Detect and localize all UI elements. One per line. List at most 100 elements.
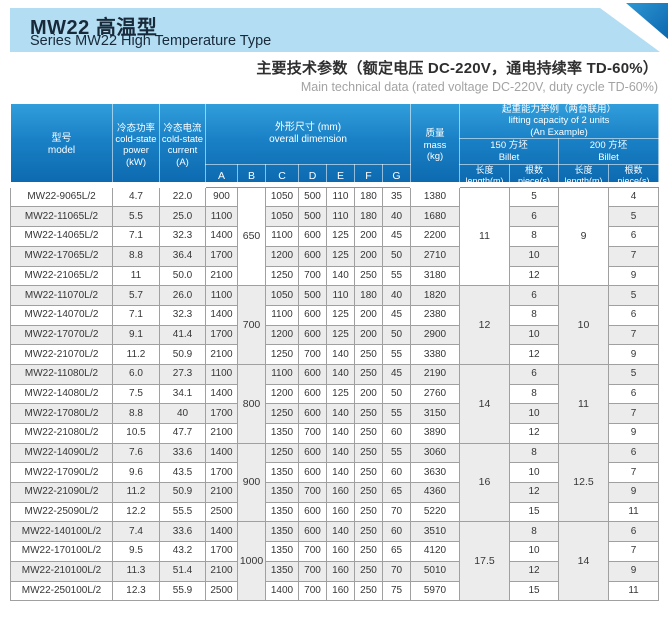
col-header-pieces-150: 根数 piece(s) [509, 164, 559, 188]
cell-dim-d: 600 [298, 442, 327, 464]
cell-dim-g: 55 [382, 403, 411, 425]
cell-model: MW22-14080L/2 [10, 383, 113, 405]
cell-dim-f: 250 [354, 363, 383, 385]
cell-dim-e: 160 [326, 541, 355, 562]
cell-pieces-150: 5 [509, 186, 559, 208]
cell-mass: 3150 [410, 403, 460, 425]
cell-dim-e: 140 [326, 265, 355, 287]
cell-model: MW22-14065L/2 [10, 226, 113, 247]
cell-model: MW22-21070L/2 [10, 344, 113, 365]
cell-power: 7.4 [112, 521, 160, 543]
cell-dim-e: 125 [326, 226, 355, 247]
cell-dim-e: 125 [326, 383, 355, 405]
cell-mass: 5220 [410, 501, 460, 523]
col-header-billet-200: 200 方坯 Billet [557, 138, 660, 166]
cell-current: 50.0 [159, 265, 206, 287]
cell-dim-d: 700 [298, 265, 327, 287]
cell-pieces-150: 8 [509, 383, 559, 405]
cell-dim-g: 50 [382, 324, 411, 346]
cell-dim-e: 110 [326, 206, 355, 228]
cell-length-150-merged: 14 [459, 363, 510, 444]
cell-pieces-200: 5 [607, 363, 660, 385]
cell-mass: 3510 [410, 521, 460, 543]
cell-mass: 2200 [410, 226, 460, 247]
cell-dim-d: 700 [298, 423, 327, 444]
cell-dim-c: 1400 [265, 580, 299, 602]
col-header-length-150: 长度 length(m) [459, 164, 510, 188]
cell-dim-g: 45 [382, 226, 411, 247]
cell-current: 55.5 [159, 501, 206, 523]
cell-dim-e: 125 [326, 304, 355, 326]
cell-model: MW22-14090L/2 [10, 442, 113, 464]
cell-power: 9.1 [112, 324, 160, 346]
col-header-dimensions: 外形尺寸 (mm) overall dimension [205, 102, 411, 166]
cell-model: MW22-25090L/2 [10, 501, 113, 523]
cell-dim-f: 250 [354, 580, 383, 602]
cell-dim-f: 250 [354, 501, 383, 523]
cell-dim-d: 600 [298, 521, 327, 543]
cell-dim-b-merged: 900 [237, 442, 266, 523]
cell-dim-g: 65 [382, 482, 411, 503]
cell-pieces-150: 6 [509, 206, 559, 228]
cell-pieces-200: 9 [607, 265, 660, 287]
cell-dim-g: 40 [382, 285, 411, 306]
cell-dim-e: 160 [326, 501, 355, 523]
series-banner: MW22 高温型 Series MW22 High Temperature Ty… [10, 8, 660, 52]
cell-current: 47.7 [159, 423, 206, 444]
cell-dim-g: 70 [382, 560, 411, 582]
col-header-dim-g: G [382, 164, 411, 188]
cell-dim-e: 140 [326, 462, 355, 484]
cell-dim-f: 250 [354, 541, 383, 562]
table-row: MW22-14070L/2 7.1 32.3 1400 1100 600 125 200 45 2… [10, 304, 660, 326]
cell-mass: 5970 [410, 580, 460, 602]
cell-mass: 3060 [410, 442, 460, 464]
table-row: MW22-21080L/2 10.5 47.7 2100 1350 700 140 250 60… [10, 423, 660, 444]
cell-mass: 2380 [410, 304, 460, 326]
cell-mass: 2760 [410, 383, 460, 405]
cell-dim-f: 250 [354, 462, 383, 484]
cell-power: 7.6 [112, 442, 160, 464]
cell-dim-b-merged: 800 [237, 363, 266, 444]
cell-dim-f: 250 [354, 423, 383, 444]
cell-model: MW22-17070L/2 [10, 324, 113, 346]
cell-dim-g: 55 [382, 442, 411, 464]
cell-model: MW22-11080L/2 [10, 363, 113, 385]
cell-power: 5.7 [112, 285, 160, 306]
technical-data-subtitle: 主要技术参数（额定电压 DC-220V，通电持续率 TD-60%） Main t… [10, 57, 658, 94]
cell-power: 8.8 [112, 403, 160, 425]
col-header-mass: 质量 mass (kg) [410, 103, 460, 188]
cell-pieces-150: 12 [509, 265, 559, 287]
cell-dim-c: 1100 [265, 304, 299, 326]
cell-mass: 3630 [410, 462, 460, 484]
cell-dim-d: 500 [298, 285, 327, 306]
cell-mass: 2900 [410, 324, 460, 346]
cell-dim-e: 140 [326, 344, 355, 365]
cell-length-150-merged: 12 [459, 285, 510, 365]
cell-pieces-150: 15 [509, 580, 559, 602]
cell-dim-d: 600 [298, 501, 327, 523]
cell-pieces-150: 6 [509, 285, 559, 306]
cell-dim-g: 55 [382, 265, 411, 287]
col-header-dim-d: D [298, 164, 327, 188]
cell-current: 40 [159, 403, 206, 425]
table-row: MW22-9065L/2 4.7 22.0 900 650 1050 500 110 180 35… [10, 186, 660, 287]
cell-dim-g: 40 [382, 206, 411, 228]
cell-pieces-150: 8 [509, 304, 559, 326]
table-row: MW22-17070L/2 9.1 41.4 1700 1200 600 125 200 50 2… [10, 324, 660, 346]
cell-dim-a: 1400 [205, 521, 238, 543]
cell-dim-a: 1400 [205, 226, 238, 247]
cell-power: 4.7 [112, 186, 160, 208]
cell-dim-d: 600 [298, 226, 327, 247]
cell-length-200-merged: 12.5 [558, 442, 609, 523]
cell-dim-g: 45 [382, 363, 411, 385]
spec-table: 型号 model 冷态功率 cold-state power (kW) 冷态电流… [10, 102, 660, 602]
cell-dim-c: 1350 [265, 501, 299, 523]
cell-dim-d: 600 [298, 363, 327, 385]
cell-current: 22.0 [159, 186, 206, 208]
cell-dim-a: 1400 [205, 304, 238, 326]
cell-pieces-200: 6 [607, 442, 660, 464]
cell-power: 11 [112, 265, 160, 287]
table-header: 型号 model 冷态功率 cold-state power (kW) 冷态电流… [10, 102, 660, 188]
cell-model: MW22-21065L/2 [10, 265, 113, 287]
